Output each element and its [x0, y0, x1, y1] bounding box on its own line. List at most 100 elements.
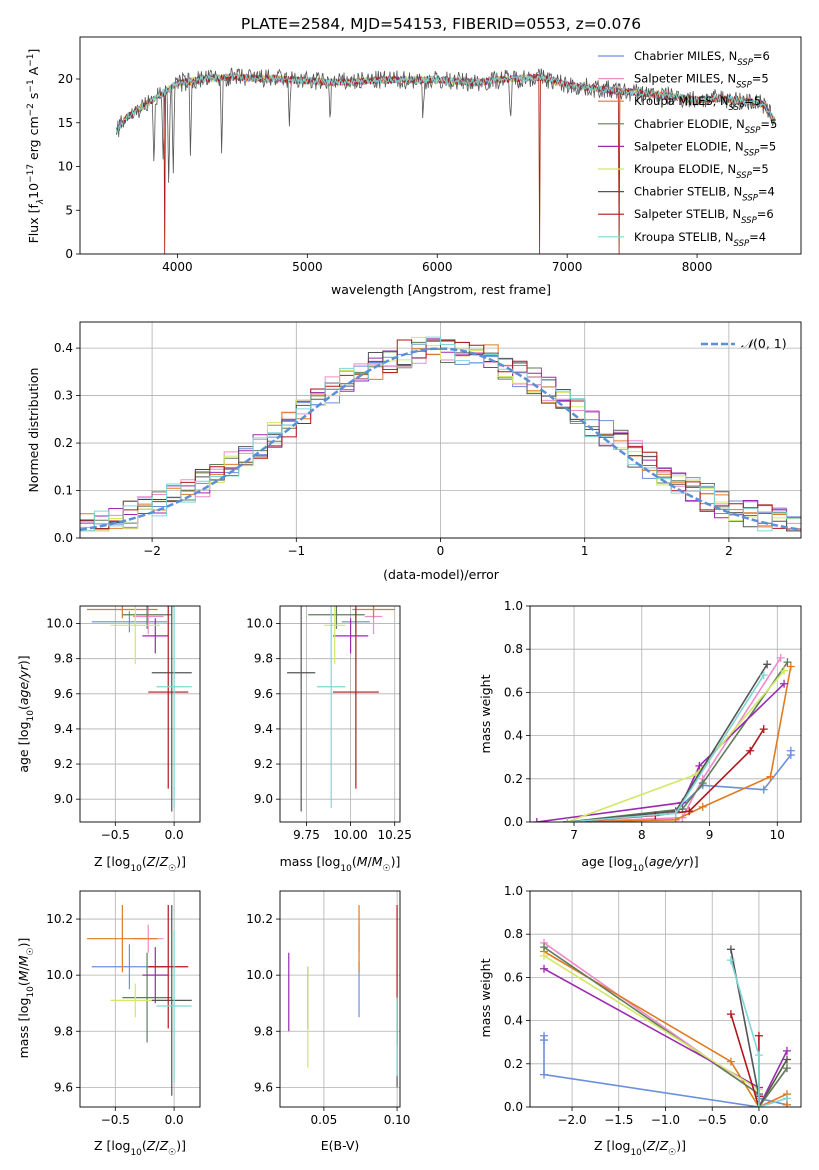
y-tick-label: 1.0 [504, 884, 523, 898]
legend-entry: Salpeter STELIB, NSSP=6 [634, 207, 774, 226]
mass-weight-vs-Z-panel: Z [log10(Z/Z☉)] mass weight −2.0 −1.5 −1.0… [478, 884, 802, 1158]
mass-vs-Z-xlabel: Z [log10(Z/Z☉)] [94, 1138, 186, 1158]
mass-vs-Z-panel: Z [log10(Z/Z☉)] mass [log10(M/M☉)] −0.5 0… [16, 890, 201, 1158]
plot-frame [279, 605, 401, 823]
weight-point-marker [783, 658, 792, 667]
age-vs-Z-panel: Z [log10(Z/Z☉)] age [log10(age/yr)] −0.5… [16, 605, 201, 874]
figure-title: PLATE=2584, MJD=54153, FIBERID=0553, z=0… [241, 15, 641, 33]
x-tick-label: 4000 [162, 260, 193, 274]
mass-weight-vs-Z-xlabel: Z [log10(Z/Z☉)] [594, 1138, 686, 1158]
y-tick-label: 10.2 [246, 912, 273, 926]
x-tick-label: −0.5 [101, 1113, 130, 1127]
y-tick-label: 10.0 [46, 968, 73, 982]
y-tick-label: 9.6 [254, 1080, 273, 1094]
weight-point-marker [759, 671, 768, 680]
weight-point-marker [780, 679, 789, 688]
y-tick-label: 10 [58, 160, 73, 174]
errorbar-group [87, 905, 192, 1096]
legend-subscript: SSP [736, 81, 752, 91]
weight-group [532, 653, 795, 822]
y-tick-label: 0.4 [504, 729, 523, 743]
weight-point-marker [776, 653, 785, 662]
x-tick-label: −1.5 [604, 1113, 633, 1127]
errorbar-group [288, 905, 398, 1088]
mass-vs-ebv-xlabel: E(B-V) [321, 1138, 360, 1153]
weight-point-marker [540, 964, 549, 973]
y-tick-label: 9.6 [54, 687, 73, 701]
x-tick-label: 9 [706, 828, 714, 842]
weight-point-marker [695, 761, 704, 770]
x-tick-label: 7 [570, 828, 578, 842]
y-tick-label: 0.0 [504, 815, 523, 829]
plot-frame [79, 890, 201, 1108]
y-tick-label: 1.0 [504, 599, 523, 613]
y-tick-label: 0.0 [504, 1100, 523, 1114]
spectrum-lines [116, 67, 776, 254]
age-vs-mass-panel: mass [log10(M/M☉)] 9.75 10.00 10.25 9.0 9.2 9… [246, 605, 412, 874]
weight-point-marker [763, 660, 772, 669]
y-tick-label: 0.4 [504, 1014, 523, 1028]
weight-point-marker [754, 1031, 763, 1040]
y-tick-label: 15 [58, 116, 73, 130]
y-tick-label: 9.6 [254, 687, 273, 701]
y-tick-label: 0.2 [54, 436, 73, 450]
weight-point-marker [782, 1055, 791, 1064]
weight-series-line [567, 666, 792, 822]
spectrum-ylabel: Flux [fλ10−17 erg cm−2 s−1 A−1] [26, 49, 46, 244]
legend-entry: Chabrier MILES, NSSP=6 [634, 49, 770, 68]
y-tick-label: 10.0 [246, 968, 273, 982]
weight-point-marker [532, 818, 541, 822]
legend-entry: Salpeter ELODIE, NSSP=5 [634, 139, 776, 158]
weight-series-line [567, 663, 768, 822]
plot-frame [279, 890, 401, 1108]
y-tick-label: 9.2 [254, 757, 273, 771]
weight-point-marker [540, 1036, 549, 1045]
weight-point-marker [746, 746, 755, 755]
weight-point-marker [766, 772, 775, 781]
plot-frame [79, 605, 201, 823]
weight-point-marker [726, 1057, 735, 1066]
weight-point-marker [726, 945, 735, 954]
y-tick-label: 0.6 [504, 970, 523, 984]
x-tick-label: 0.10 [384, 1113, 411, 1127]
x-tick-label: 0.0 [165, 1113, 184, 1127]
y-tick-label: 20 [58, 72, 73, 86]
weight-series-line [567, 728, 765, 822]
x-tick-label: 0.0 [165, 828, 184, 842]
legend-entry: Chabrier ELODIE, NSSP=5 [634, 117, 777, 136]
x-tick-label: 1 [581, 544, 589, 558]
weight-series-line [567, 657, 782, 822]
legend-subscript: SSP [729, 103, 745, 113]
x-tick-label: −1 [287, 544, 305, 558]
y-tick-label: 0.0 [54, 531, 73, 545]
normal-legend-label: 𝒩(0, 1) [741, 336, 787, 351]
legend-entry: Kroupa ELODIE, NSSP=5 [634, 162, 769, 181]
y-tick-label: 10.0 [46, 617, 73, 631]
x-tick-label: 10 [770, 828, 785, 842]
x-tick-label: 0.05 [311, 1113, 338, 1127]
plot-frame [79, 36, 802, 255]
y-tick-label: 9.4 [254, 722, 273, 736]
weight-series-line [536, 683, 785, 822]
y-tick-label: 0 [65, 247, 73, 261]
errorbar-group [287, 606, 395, 812]
weight-point-marker [782, 1046, 791, 1055]
y-tick-label: 10.0 [246, 617, 273, 631]
spectrum-panel: wavelength [Angstrom, rest frame] Flux [… [26, 36, 802, 297]
age-vs-mass-xlabel: mass [log10(M/M☉)] [280, 854, 401, 874]
legend-subscript: SSP [744, 148, 760, 158]
y-tick-label: 0.6 [504, 685, 523, 699]
x-tick-label: 0 [437, 544, 445, 558]
weight-point-marker [540, 951, 549, 960]
weight-point-marker [540, 1070, 549, 1079]
legend-subscript: SSP [736, 171, 752, 181]
y-tick-label: 9.8 [254, 1024, 273, 1038]
y-tick-label: 0.8 [504, 642, 523, 656]
y-tick-label: 5 [65, 203, 73, 217]
weight-series-line [567, 661, 789, 822]
y-tick-label: 9.8 [54, 652, 73, 666]
mass-vs-ebv-panel: E(B-V) 0.05 0.10 9.6 9.8 10.0 10.2 [246, 890, 411, 1153]
mass-vs-Z-ylabel: mass [log10(M/M☉)] [16, 938, 36, 1059]
histogram-series [80, 336, 801, 532]
y-tick-label: 10.2 [46, 912, 73, 926]
